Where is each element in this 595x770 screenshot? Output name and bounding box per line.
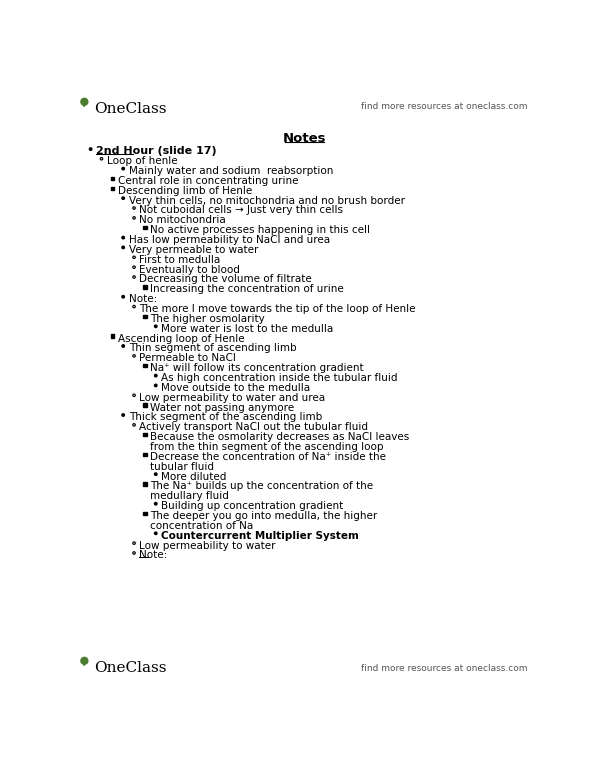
Circle shape — [89, 148, 92, 150]
Text: find more resources at oneclass.com: find more resources at oneclass.com — [361, 664, 528, 673]
Text: from the thin segment of the ascending loop: from the thin segment of the ascending l… — [151, 442, 384, 452]
Text: First to medulla: First to medulla — [139, 255, 221, 265]
Bar — [143, 364, 146, 367]
Circle shape — [122, 296, 124, 298]
Text: Countercurrent Multiplier System: Countercurrent Multiplier System — [161, 531, 359, 541]
Text: Thin segment of ascending limb: Thin segment of ascending limb — [129, 343, 296, 353]
Circle shape — [122, 413, 124, 417]
Bar — [143, 512, 146, 515]
Text: Very permeable to water: Very permeable to water — [129, 245, 258, 255]
Bar — [143, 315, 146, 318]
Circle shape — [155, 374, 157, 377]
Circle shape — [81, 658, 88, 665]
Text: Low permeability to water and urea: Low permeability to water and urea — [139, 393, 325, 403]
Circle shape — [122, 167, 124, 170]
Circle shape — [155, 503, 157, 505]
Text: Eventually to blood: Eventually to blood — [139, 265, 240, 275]
Circle shape — [122, 246, 124, 249]
Text: Decrease the concentration of Na⁺ inside the: Decrease the concentration of Na⁺ inside… — [151, 452, 386, 462]
Circle shape — [122, 345, 124, 347]
Text: No active processes happening in this cell: No active processes happening in this ce… — [151, 225, 370, 235]
Text: 2nd Hour (slide 17): 2nd Hour (slide 17) — [96, 146, 217, 156]
Text: Loop of henle: Loop of henle — [107, 156, 177, 166]
Circle shape — [155, 532, 157, 534]
Text: More water is lost to the medulla: More water is lost to the medulla — [161, 323, 333, 333]
Text: Central role in concentrating urine: Central role in concentrating urine — [118, 176, 298, 186]
Text: Very thin cells, no mitochondria and no brush border: Very thin cells, no mitochondria and no … — [129, 196, 405, 206]
Text: concentration of Na: concentration of Na — [151, 521, 253, 531]
Text: More diluted: More diluted — [161, 471, 227, 481]
Text: Actively transport NaCl out the tubular fluid: Actively transport NaCl out the tubular … — [139, 422, 368, 432]
Text: Has low permeability to NaCl and urea: Has low permeability to NaCl and urea — [129, 235, 330, 245]
Bar — [111, 177, 114, 180]
Bar — [111, 186, 114, 190]
Text: Building up concentration gradient: Building up concentration gradient — [161, 501, 343, 511]
Text: The more I move towards the tip of the loop of Henle: The more I move towards the tip of the l… — [139, 304, 416, 314]
Text: The Na⁺ builds up the concentration of the: The Na⁺ builds up the concentration of t… — [151, 481, 374, 491]
Bar — [143, 453, 146, 456]
Text: Na⁺ will follow its concentration gradient: Na⁺ will follow its concentration gradie… — [151, 363, 364, 373]
Circle shape — [155, 325, 157, 327]
Text: The higher osmolarity: The higher osmolarity — [151, 314, 265, 324]
Circle shape — [81, 99, 88, 105]
Circle shape — [122, 236, 124, 239]
Circle shape — [122, 197, 124, 199]
Text: Notes: Notes — [283, 132, 326, 146]
Bar — [111, 334, 114, 338]
Text: medullary fluid: medullary fluid — [151, 491, 229, 501]
Text: Move outside to the medulla: Move outside to the medulla — [161, 383, 311, 393]
Text: Permeable to NaCl: Permeable to NaCl — [139, 353, 236, 363]
Text: Decreasing the volume of filtrate: Decreasing the volume of filtrate — [139, 274, 312, 284]
Text: Low permeability to water: Low permeability to water — [139, 541, 276, 551]
Text: find more resources at oneclass.com: find more resources at oneclass.com — [361, 102, 528, 111]
Text: No mitochondria: No mitochondria — [139, 216, 226, 226]
Text: Mainly water and sodium  reabsorption: Mainly water and sodium reabsorption — [129, 166, 333, 176]
Text: Increasing the concentration of urine: Increasing the concentration of urine — [151, 284, 344, 294]
Bar — [143, 403, 146, 407]
Text: Water not passing anymore: Water not passing anymore — [151, 403, 295, 413]
Text: Note:: Note: — [139, 551, 168, 561]
Text: Because the osmolarity decreases as NaCl leaves: Because the osmolarity decreases as NaCl… — [151, 432, 409, 442]
Text: Note:: Note: — [129, 294, 157, 304]
Text: As high concentration inside the tubular fluid: As high concentration inside the tubular… — [161, 373, 397, 383]
Text: Ascending loop of Henle: Ascending loop of Henle — [118, 333, 245, 343]
Text: OneClass: OneClass — [95, 661, 167, 675]
Text: tubular fluid: tubular fluid — [151, 462, 214, 472]
Circle shape — [155, 473, 157, 475]
Bar — [143, 285, 146, 289]
Text: Thick segment of the ascending limb: Thick segment of the ascending limb — [129, 413, 322, 423]
Text: The deeper you go into medulla, the higher: The deeper you go into medulla, the high… — [151, 511, 378, 521]
Text: Descending limb of Henle: Descending limb of Henle — [118, 186, 252, 196]
Text: OneClass: OneClass — [95, 102, 167, 116]
Bar — [143, 226, 146, 229]
Bar — [143, 433, 146, 437]
Text: Not cuboidal cells → Just very thin cells: Not cuboidal cells → Just very thin cell… — [139, 206, 343, 216]
Bar — [143, 482, 146, 486]
Circle shape — [155, 384, 157, 387]
